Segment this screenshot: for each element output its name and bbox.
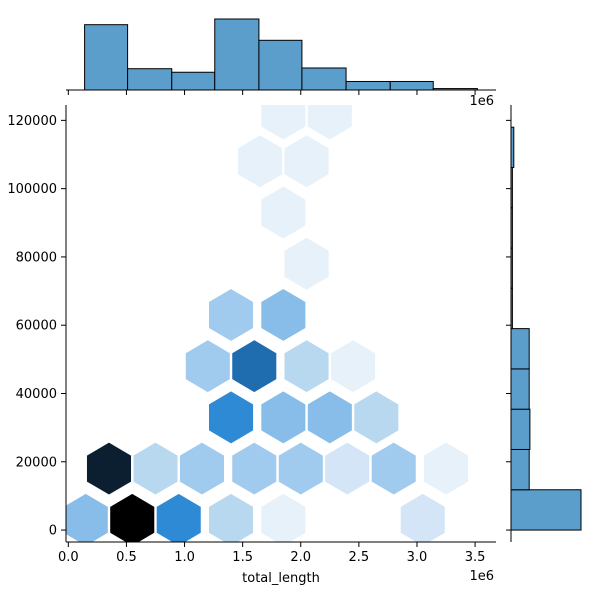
histogram-bar [510,328,530,370]
main-axes: 0.0 0.5 1.0 1.5 2.0 2.5 3.0 3.5 0 20000 40000 60000… [7,105,496,565]
histogram-bar [389,80,434,91]
histogram-bar [510,448,530,491]
hexbin [208,391,254,444]
y-tick-label: 120000 [7,114,57,129]
y-tick-label: 80000 [16,250,57,265]
histogram-bar [127,68,173,91]
hexbin [238,135,283,188]
hexbin [284,135,329,188]
hexbin [110,493,155,542]
hexbin [371,442,416,495]
right-marginal-histogram [506,105,582,542]
top-marginal-histogram [66,18,496,95]
hexbin [307,105,352,140]
histogram-bar [510,368,530,410]
x-tick-label: 0.0 [58,550,79,565]
histogram-bar [510,489,582,531]
x-tick-label: 3.0 [407,550,428,565]
y-tick-label: 100000 [7,182,57,197]
histogram-bar [84,24,129,91]
hexbin [208,289,254,341]
hexbin [261,493,306,542]
histogram-bar [214,18,260,91]
x-tick-label: 1.5 [232,550,253,565]
x-tick-label: 2.0 [290,550,311,565]
hexbin [284,237,329,290]
hexbin [307,391,352,444]
histogram-bar [301,67,347,91]
hexbin [423,442,469,495]
top-scale-label: 1e6 [469,94,494,109]
hexbin [179,442,225,495]
y-tick-label: 0 [49,524,57,539]
x-tick-label: 1.0 [174,550,195,565]
hexbin-plot [66,105,469,542]
y-tick-label: 60000 [16,319,57,334]
hexbin [261,186,306,239]
x-tick-label: 2.5 [349,550,370,565]
y-tick-label: 20000 [16,455,57,470]
hexbin [66,493,108,542]
hexbin [284,340,329,393]
hexbin [261,289,306,341]
hexbin [354,391,399,444]
hexbin [400,493,445,542]
hexbin [232,442,277,495]
x-tick-label: 0.5 [116,550,137,565]
hexbin [278,442,323,495]
x-tick-label: 3.5 [465,550,486,565]
x-scale-label: 1e6 [469,569,494,584]
histogram-bar [510,408,531,450]
y-tick-label: 40000 [16,387,57,402]
hexbin [261,391,306,444]
x-axis-label: total_length [242,571,320,586]
hexbin [331,340,376,393]
hexbin [185,340,230,393]
hexbin [232,340,277,393]
hexbin [325,442,370,495]
histogram-bar [258,39,303,91]
hexbin [261,105,306,140]
hexbin [86,442,132,495]
histogram-bar [171,71,216,91]
hexbin [156,493,201,542]
hexbin [208,493,254,542]
histogram-bar [345,80,391,91]
hexbin [133,442,178,495]
